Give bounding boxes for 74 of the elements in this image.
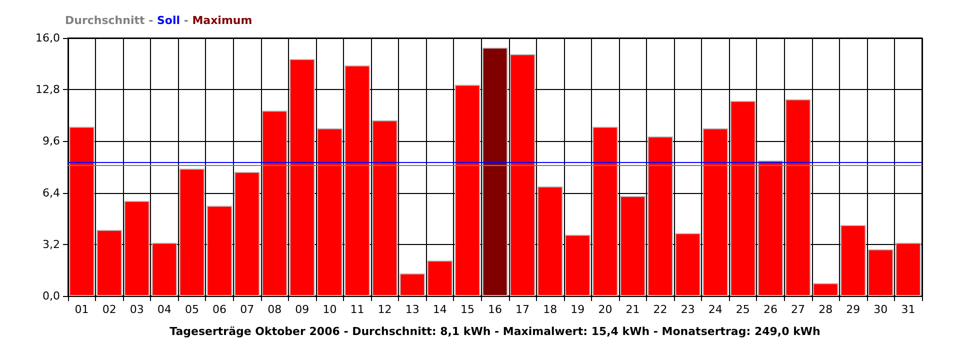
- bar: [730, 100, 756, 296]
- x-tick-label: 18: [543, 303, 558, 316]
- bar: [812, 283, 838, 296]
- x-tick-label: 11: [350, 303, 364, 316]
- x-tick-label: 27: [791, 303, 806, 316]
- bar: [344, 65, 370, 296]
- bar: [262, 110, 288, 296]
- x-tick-label: 09: [295, 303, 310, 316]
- x-tick-label: 10: [322, 303, 337, 316]
- text: -: [184, 14, 188, 27]
- x-tick-label: 23: [680, 303, 695, 316]
- x-tick-label: 20: [598, 303, 612, 316]
- bar: [372, 120, 398, 296]
- bar: [702, 128, 728, 296]
- y-tick-label: 0,0: [42, 290, 60, 302]
- bar: [179, 168, 205, 296]
- x-tick-label: 29: [846, 303, 860, 316]
- text: Maximum: [192, 14, 252, 27]
- x-tick-label: 17: [516, 303, 530, 316]
- bar: [400, 273, 426, 296]
- bar: [427, 260, 453, 296]
- x-tick-label: 07: [240, 303, 254, 316]
- x-tick-label: 15: [460, 303, 474, 316]
- bar: [592, 126, 618, 296]
- bar: [564, 234, 590, 296]
- x-tick-label: 12: [378, 303, 392, 316]
- bar: [454, 84, 480, 296]
- bar: [840, 225, 866, 296]
- bar: [124, 200, 150, 296]
- x-tick-label: 01: [74, 303, 89, 316]
- y-tick-label: 16,0: [36, 32, 60, 44]
- bar: [868, 249, 894, 296]
- ref-line-label: Soll: [156, 14, 180, 27]
- bar: [896, 242, 921, 296]
- bar: [234, 172, 260, 296]
- bar: [206, 206, 232, 296]
- x-tick-label: 28: [818, 303, 833, 316]
- bar: [785, 99, 811, 296]
- bar: [69, 126, 94, 296]
- bar: [758, 160, 784, 296]
- x-tick-label: 04: [157, 303, 172, 316]
- x-tick-label: 02: [102, 303, 116, 316]
- x-tick-label: 31: [901, 303, 916, 316]
- bar: [482, 48, 508, 296]
- x-tick-label: 22: [653, 303, 668, 316]
- bar: [537, 186, 563, 296]
- bar: [317, 128, 342, 296]
- y-tick-label: 9,6: [42, 134, 60, 148]
- x-tick-label: 24: [708, 303, 722, 316]
- x-tick-label: 30: [874, 303, 888, 316]
- y-tick-label: 12,8: [36, 83, 60, 96]
- ref-line-label: Durchschnitt: [65, 14, 145, 27]
- x-tick-label: 21: [626, 303, 640, 316]
- x-tick-label: 03: [130, 303, 144, 316]
- x-tick-label: 19: [570, 303, 585, 316]
- x-tick-label: 08: [268, 303, 282, 316]
- x-tick-label: 06: [212, 303, 227, 316]
- y-tick-label: 3,2: [42, 238, 60, 251]
- x-tick-label: 25: [736, 303, 750, 316]
- x-tick-label: 14: [432, 303, 447, 316]
- x-tick-label: 16: [488, 303, 502, 316]
- bar: [648, 136, 673, 296]
- x-tick-label: 13: [405, 303, 420, 316]
- bar: [96, 230, 122, 296]
- bar: [289, 58, 315, 296]
- text: -: [148, 14, 154, 27]
- x-tick-label: 05: [184, 303, 199, 316]
- x-tick-label: 26: [763, 303, 778, 316]
- x-axis-title: Tageserträge Oktober 2006 - Durchschnitt: 8,1 kWh - Maximalwert: 15,4 kWh - Monatsertrag: 249,0 kWh: [170, 325, 820, 338]
- bar: [510, 54, 536, 296]
- y-tick-label: 6,4: [42, 186, 60, 200]
- bar: [152, 242, 178, 296]
- bar: [675, 233, 701, 296]
- bar: [620, 196, 646, 296]
